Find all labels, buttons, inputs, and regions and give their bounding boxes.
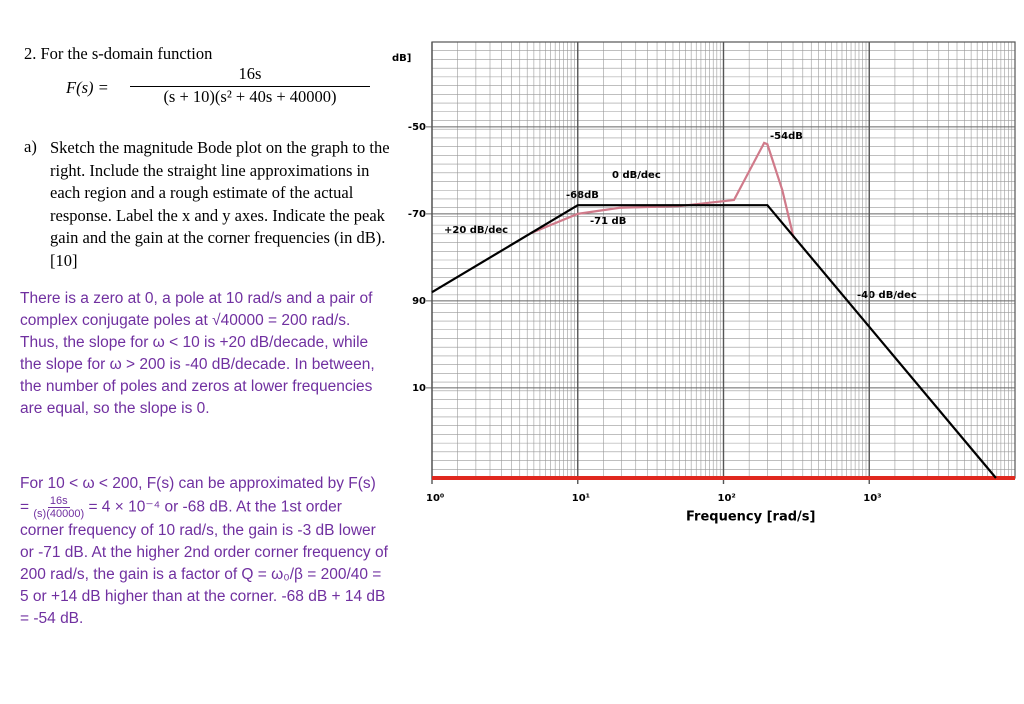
fraction: 16s (s + 10)(s² + 40s + 40000) xyxy=(130,64,370,107)
numerator: 16s xyxy=(238,64,262,83)
annotation: -40 dB/dec xyxy=(857,290,917,301)
annotation: -54dB xyxy=(770,131,803,142)
x-tick-label: 10¹ xyxy=(572,493,590,504)
x-tick-label: 10² xyxy=(718,493,736,504)
denominator: (s + 10)(s² + 40s + 40000) xyxy=(130,86,370,107)
problem-intro: 2. For the s-domain function xyxy=(24,44,212,64)
y-tick-label: 10 xyxy=(412,383,426,394)
y-tick-label: -70 xyxy=(408,209,426,220)
numerator: 16s xyxy=(47,495,70,508)
text: For 10 < ω < 200, F(s) can be approximat… xyxy=(20,475,376,516)
annotation: 0 dB/dec xyxy=(612,170,661,181)
denominator: (s)(40000) xyxy=(33,508,85,520)
annotation: +20 dB/dec xyxy=(444,225,508,236)
part-text: Sketch the magnitude Bode plot on the gr… xyxy=(50,138,390,270)
line-series xyxy=(431,204,997,479)
x-axis-label: Frequency [rad/s] xyxy=(686,510,815,525)
problem-number: 2. xyxy=(24,44,37,63)
answer-paragraph: For 10 < ω < 200, F(s) can be approximat… xyxy=(20,473,388,630)
annotation: -68dB xyxy=(566,190,599,201)
part-label: a) xyxy=(24,137,37,156)
y-tick-label: -50 xyxy=(408,122,426,133)
lhs: F(s) = xyxy=(66,78,109,97)
fraction: 16s (s)(40000) xyxy=(33,495,84,520)
y-tick-label: 90 xyxy=(412,296,426,307)
y-axis-label: dB] xyxy=(392,53,411,64)
text: = 4 × 10⁻⁴ or -68 dB. At the 1st order c… xyxy=(20,498,388,627)
x-tick-label: 10³ xyxy=(863,493,881,504)
intro: For the s-domain function xyxy=(40,44,213,63)
x-tick-label: 10⁰ xyxy=(426,493,444,504)
line-series xyxy=(530,141,795,239)
answer-paragraph: There is a zero at 0, a pole at 10 rad/s… xyxy=(20,290,375,417)
annotation: -71 dB xyxy=(590,216,626,227)
